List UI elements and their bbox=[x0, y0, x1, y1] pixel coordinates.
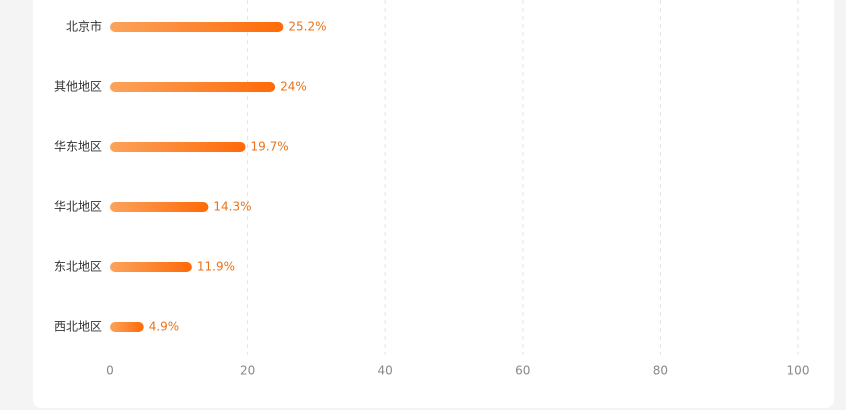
value-label: 4.9% bbox=[149, 320, 180, 334]
category-label: 华东地区 bbox=[54, 140, 102, 154]
x-tick-label: 60 bbox=[515, 364, 530, 378]
bar bbox=[110, 82, 276, 92]
bar bbox=[110, 202, 209, 212]
x-tick-label: 20 bbox=[240, 364, 255, 378]
category-label: 华北地区 bbox=[54, 200, 102, 214]
category-label: 北京市 bbox=[66, 19, 102, 34]
category-label: 东北地区 bbox=[54, 260, 102, 274]
value-label: 11.9% bbox=[197, 260, 235, 274]
value-label: 24% bbox=[280, 80, 307, 94]
x-tick-label: 100 bbox=[787, 364, 810, 378]
category-label: 西北地区 bbox=[54, 320, 102, 334]
category-label: 其他地区 bbox=[54, 80, 102, 94]
bar bbox=[110, 142, 246, 152]
bar bbox=[110, 22, 284, 32]
x-tick-label: 80 bbox=[653, 364, 668, 378]
value-label: 19.7% bbox=[251, 140, 289, 154]
bar bbox=[110, 322, 144, 332]
value-label: 14.3% bbox=[213, 200, 251, 214]
value-label: 25.2% bbox=[288, 20, 326, 34]
x-tick-label: 0 bbox=[106, 364, 114, 378]
bar bbox=[110, 262, 192, 272]
x-tick-label: 40 bbox=[378, 364, 393, 378]
